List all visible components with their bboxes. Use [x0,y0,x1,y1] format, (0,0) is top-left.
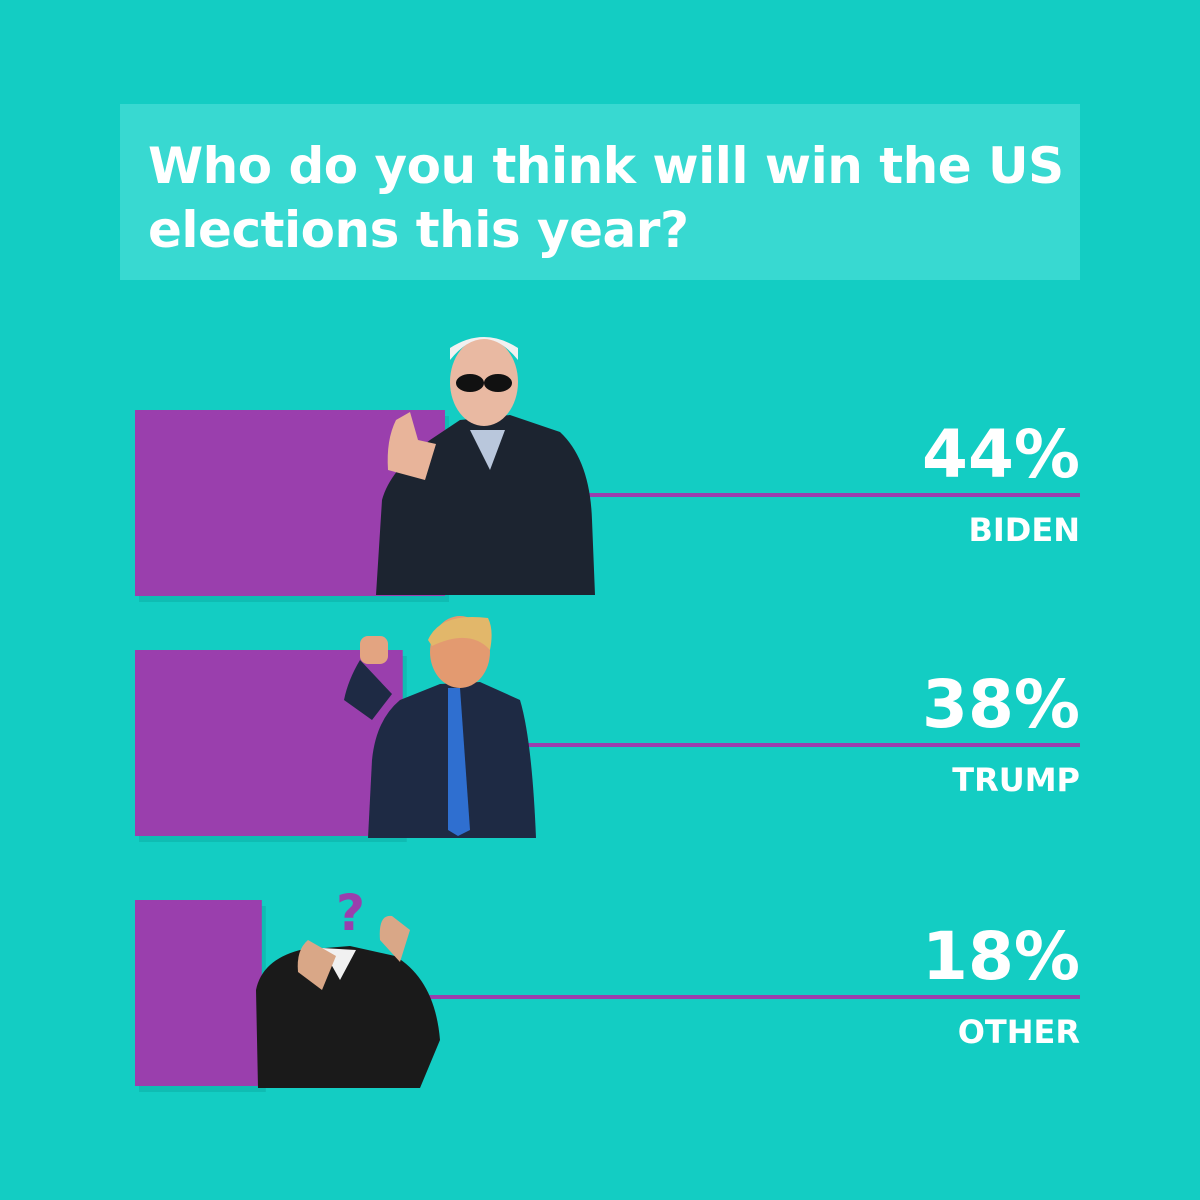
category-label: TRUMP [952,761,1080,799]
value-label: 18% [922,918,1080,995]
title-box: Who do you think will win the US electio… [120,104,1080,280]
value-label: 38% [922,666,1080,743]
category-label: BIDEN [969,511,1081,549]
chart-title: Who do you think will win the US electio… [148,137,1064,259]
bar-other [135,900,262,1086]
headless-suit-photo [256,915,440,1088]
value-label: 44% [922,416,1080,493]
category-label: OTHER [958,1013,1080,1051]
question-mark-icon: ? [336,884,365,942]
trump-photo [344,616,536,838]
biden-photo [376,337,595,595]
